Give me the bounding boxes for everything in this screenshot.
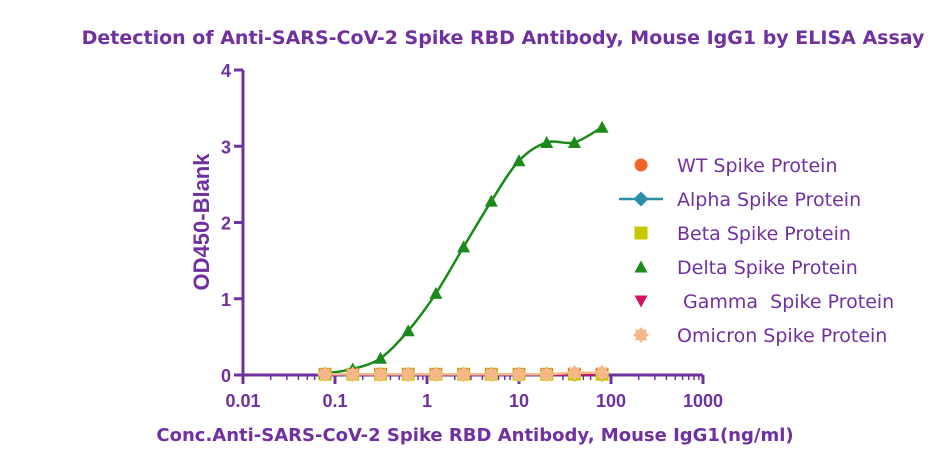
point-omicron-spike-protein	[566, 364, 583, 381]
legend-label-alpha-spike-protein: Alpha Spike Protein	[677, 189, 861, 211]
point-delta-spike-protein	[484, 194, 498, 207]
legend-label-omicron-spike-protein: Omicron Spike Protein	[677, 325, 887, 347]
point-omicron-spike-protein	[483, 366, 500, 383]
chart-title: Detection of Anti-SARS-CoV-2 Spike RBD A…	[82, 27, 925, 49]
point-omicron-spike-protein	[427, 366, 444, 383]
point-delta-spike-protein	[401, 324, 415, 337]
x-tick-label: 100	[596, 391, 626, 411]
point-omicron-spike-protein	[538, 366, 555, 383]
point-omicron-spike-protein	[344, 366, 361, 383]
point-delta-spike-protein	[595, 120, 609, 133]
point-delta-spike-protein	[374, 351, 388, 364]
point-delta-spike-protein	[567, 135, 581, 148]
x-tick-label: 10	[509, 391, 529, 411]
legend-label-beta-spike-protein: Beta Spike Protein	[677, 223, 851, 245]
point-delta-spike-protein	[512, 154, 526, 167]
y-tick-label: 1	[221, 290, 231, 310]
y-tick-label: 3	[221, 137, 231, 157]
legend-marker-wt-spike-protein	[634, 158, 648, 172]
data-points	[317, 120, 611, 383]
legend-label-delta-spike-protein: Delta Spike Protein	[677, 257, 858, 279]
y-tick-label: 2	[221, 214, 231, 234]
legend-marker-delta-spike-protein	[634, 260, 648, 273]
point-omicron-spike-protein	[317, 366, 334, 383]
point-omicron-spike-protein	[511, 366, 527, 383]
point-delta-spike-protein	[429, 286, 443, 299]
x-tick-label: 1	[422, 391, 432, 411]
point-omicron-spike-protein	[455, 366, 472, 383]
legend-label-wt-spike-protein: WT Spike Protein	[677, 155, 838, 177]
point-omicron-spike-protein	[400, 366, 417, 383]
point-delta-spike-protein	[457, 240, 471, 253]
point-omicron-spike-protein	[594, 364, 611, 381]
x-axis-label: Conc.Anti-SARS-CoV-2 Spike RBD Antibody,…	[156, 425, 793, 446]
y-tick-label: 0	[221, 366, 231, 386]
y-axis-label: OD450-Blank	[189, 153, 214, 291]
legend-marker-gamma-spike-protein	[634, 295, 648, 308]
legend: WT Spike Protein Alpha Spike Protein Beta …	[619, 155, 894, 347]
point-delta-spike-protein	[540, 135, 554, 148]
point-omicron-spike-protein	[372, 366, 389, 383]
x-tick-label: 0.01	[225, 391, 260, 411]
legend-label-gamma-spike-protein: Gamma Spike Protein	[677, 291, 894, 313]
x-tick-label: 0.1	[322, 391, 347, 411]
legend-marker-alpha-spike-protein	[633, 191, 649, 207]
axes: 0.01 0.1 1 10 100 1000 0 1 2 3 4	[221, 61, 723, 411]
legend-marker-omicron-spike-protein	[633, 327, 649, 343]
legend-marker-beta-spike-protein	[634, 226, 648, 240]
x-tick-label: 1000	[683, 391, 723, 411]
y-tick-label: 4	[221, 61, 231, 81]
